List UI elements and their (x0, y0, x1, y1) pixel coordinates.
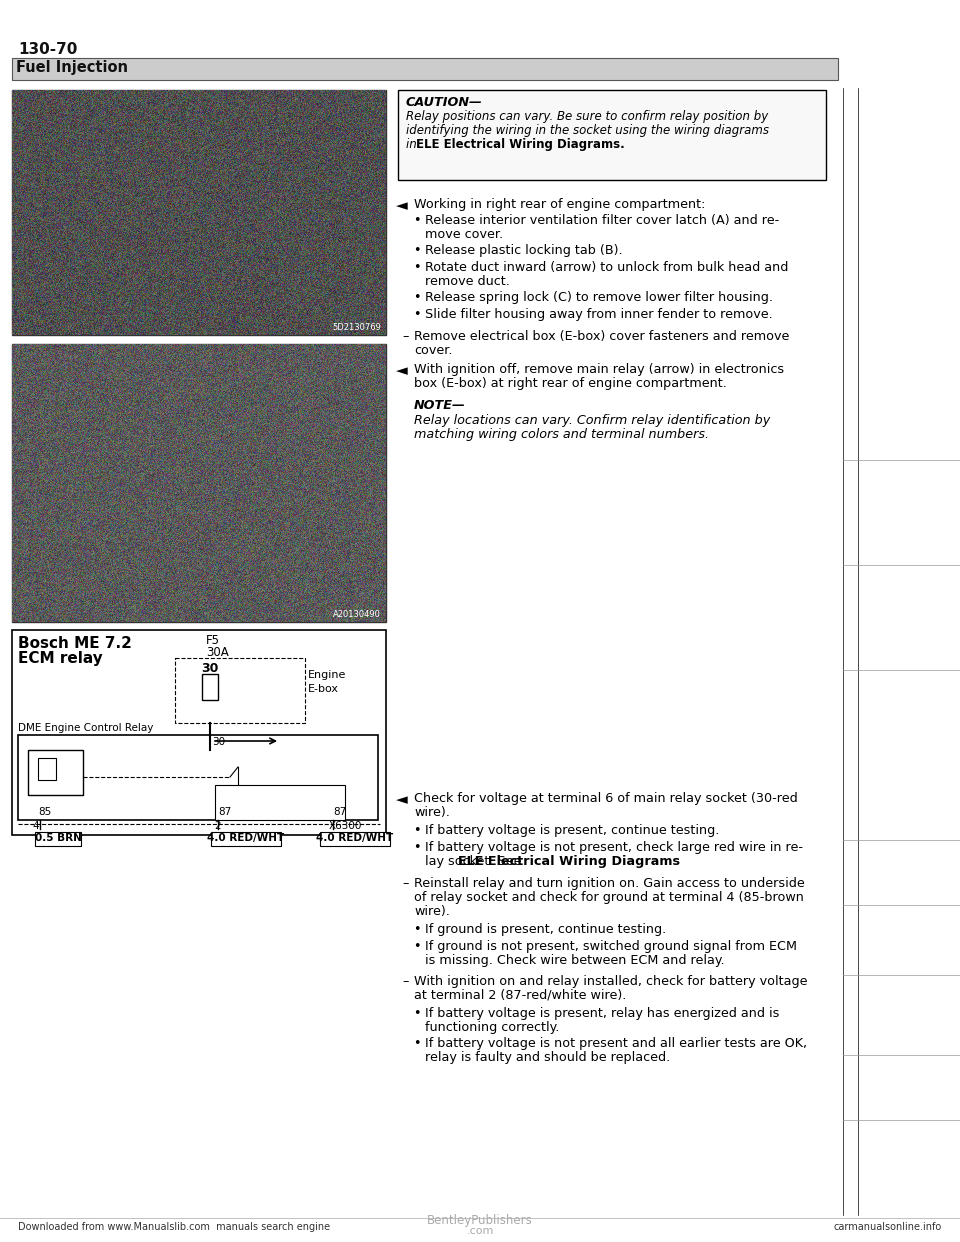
Bar (398, 89, 826, 180)
Text: 130-70: 130-70 (18, 42, 78, 57)
Text: in: in (406, 138, 420, 152)
Text: 2: 2 (214, 821, 221, 831)
Text: 30: 30 (212, 737, 226, 746)
Text: .com: .com (467, 1226, 493, 1236)
Text: NOTE—: NOTE— (414, 399, 466, 412)
Text: Slide filter housing away from inner fender to remove.: Slide filter housing away from inner fen… (425, 308, 773, 320)
Text: is missing. Check wire between ECM and relay.: is missing. Check wire between ECM and r… (425, 954, 725, 968)
Text: cover.: cover. (414, 344, 452, 356)
Text: 5D2130769: 5D2130769 (332, 323, 381, 332)
Text: ◄: ◄ (396, 792, 408, 807)
Text: •: • (413, 823, 420, 837)
Text: 87: 87 (333, 807, 347, 817)
Bar (18, 735, 378, 820)
Text: •: • (413, 308, 420, 320)
Bar (12, 630, 386, 835)
Text: ◄: ◄ (396, 197, 408, 212)
Text: •: • (413, 1007, 420, 1020)
Text: carmanualsonline.info: carmanualsonline.info (833, 1222, 942, 1232)
Bar (28, 750, 83, 795)
Text: With ignition off, remove main relay (arrow) in electronics: With ignition off, remove main relay (ar… (414, 363, 784, 376)
Text: –: – (402, 330, 408, 343)
Text: Release plastic locking tab (B).: Release plastic locking tab (B). (425, 243, 623, 257)
Bar (175, 658, 305, 723)
Text: If battery voltage is not present, check large red wire in re-: If battery voltage is not present, check… (425, 841, 803, 854)
Text: identifying the wiring in the socket using the wiring diagrams: identifying the wiring in the socket usi… (406, 124, 769, 137)
Text: 4.0 RED/WHT: 4.0 RED/WHT (207, 833, 284, 843)
Text: Release spring lock (C) to remove lower filter housing.: Release spring lock (C) to remove lower … (425, 291, 773, 304)
Text: •: • (413, 261, 420, 274)
Text: If battery voltage is present, relay has energized and is: If battery voltage is present, relay has… (425, 1007, 780, 1020)
Text: wire).: wire). (414, 806, 450, 818)
Text: matching wiring colors and terminal numbers.: matching wiring colors and terminal numb… (414, 428, 709, 441)
Text: lay socket. See: lay socket. See (425, 854, 525, 868)
Text: A20130490: A20130490 (333, 610, 381, 619)
Text: 0.5 BRN: 0.5 BRN (35, 833, 82, 843)
Text: With ignition on and relay installed, check for battery voltage: With ignition on and relay installed, ch… (414, 975, 807, 987)
Text: Rotate duct inward (arrow) to unlock from bulk head and: Rotate duct inward (arrow) to unlock fro… (425, 261, 788, 274)
Text: Fuel Injection: Fuel Injection (16, 60, 128, 75)
Text: box (E-box) at right rear of engine compartment.: box (E-box) at right rear of engine comp… (414, 378, 727, 390)
Text: BentleyPublishers: BentleyPublishers (427, 1213, 533, 1227)
Text: •: • (413, 214, 420, 227)
Text: X6300: X6300 (329, 821, 362, 831)
Bar (35, 832, 82, 846)
Text: 4.0 RED/WHT: 4.0 RED/WHT (317, 833, 394, 843)
Text: Remove electrical box (E-box) cover fasteners and remove: Remove electrical box (E-box) cover fast… (414, 330, 789, 343)
Text: If ground is not present, switched ground signal from ECM: If ground is not present, switched groun… (425, 940, 797, 953)
Bar (202, 674, 218, 700)
Bar (12, 344, 386, 622)
Text: Check for voltage at terminal 6 of main relay socket (30-red: Check for voltage at terminal 6 of main … (414, 792, 798, 805)
Text: E-box: E-box (308, 684, 339, 694)
Text: wire).: wire). (414, 905, 450, 918)
Text: relay is faulty and should be replaced.: relay is faulty and should be replaced. (425, 1051, 670, 1064)
Text: F5: F5 (206, 633, 220, 647)
Text: If ground is present, continue testing.: If ground is present, continue testing. (425, 923, 666, 936)
Text: •: • (413, 1037, 420, 1049)
Bar (215, 785, 345, 820)
Text: ◄: ◄ (396, 363, 408, 378)
Text: move cover.: move cover. (425, 229, 503, 241)
Text: DME Engine Control Relay: DME Engine Control Relay (18, 723, 154, 733)
Text: If battery voltage is not present and all earlier tests are OK,: If battery voltage is not present and al… (425, 1037, 807, 1049)
Text: Relay positions can vary. Be sure to confirm relay position by: Relay positions can vary. Be sure to con… (406, 111, 768, 123)
Text: Reinstall relay and turn ignition on. Gain access to underside: Reinstall relay and turn ignition on. Ga… (414, 877, 804, 891)
Text: •: • (413, 923, 420, 936)
Text: •: • (413, 291, 420, 304)
Text: 87: 87 (218, 807, 231, 817)
Text: 30A: 30A (206, 646, 228, 660)
Text: of relay socket and check for ground at terminal 4 (85-brown: of relay socket and check for ground at … (414, 891, 804, 904)
Bar (12, 89, 386, 335)
Bar (211, 832, 281, 846)
Bar (320, 832, 390, 846)
Text: ECM relay: ECM relay (18, 651, 103, 666)
Bar (38, 758, 56, 780)
Bar (12, 58, 838, 79)
Text: Release interior ventilation filter cover latch (A) and re-: Release interior ventilation filter cove… (425, 214, 780, 227)
Text: –: – (402, 877, 408, 891)
Text: Working in right rear of engine compartment:: Working in right rear of engine compartm… (414, 197, 706, 211)
Text: 4: 4 (32, 821, 38, 831)
Text: ELE Electrical Wiring Diagrams: ELE Electrical Wiring Diagrams (458, 854, 680, 868)
Text: Bosch ME 7.2: Bosch ME 7.2 (18, 636, 132, 651)
Text: at terminal 2 (87-red/white wire).: at terminal 2 (87-red/white wire). (414, 989, 626, 1002)
Text: Relay locations can vary. Confirm relay identification by: Relay locations can vary. Confirm relay … (414, 414, 770, 427)
Text: 85: 85 (38, 807, 51, 817)
Text: CAUTION—: CAUTION— (406, 96, 483, 109)
Text: •: • (413, 841, 420, 854)
Text: Engine: Engine (308, 669, 347, 681)
Text: 30: 30 (202, 662, 219, 674)
Text: ELE Electrical Wiring Diagrams.: ELE Electrical Wiring Diagrams. (416, 138, 625, 152)
Text: If battery voltage is present, continue testing.: If battery voltage is present, continue … (425, 823, 719, 837)
Text: Downloaded from www.Manualslib.com  manuals search engine: Downloaded from www.Manualslib.com manua… (18, 1222, 330, 1232)
Text: •: • (413, 243, 420, 257)
Text: remove duct.: remove duct. (425, 274, 510, 288)
Text: functioning correctly.: functioning correctly. (425, 1021, 560, 1035)
Text: –: – (402, 975, 408, 987)
Text: •: • (413, 940, 420, 953)
Text: .: . (628, 854, 632, 868)
